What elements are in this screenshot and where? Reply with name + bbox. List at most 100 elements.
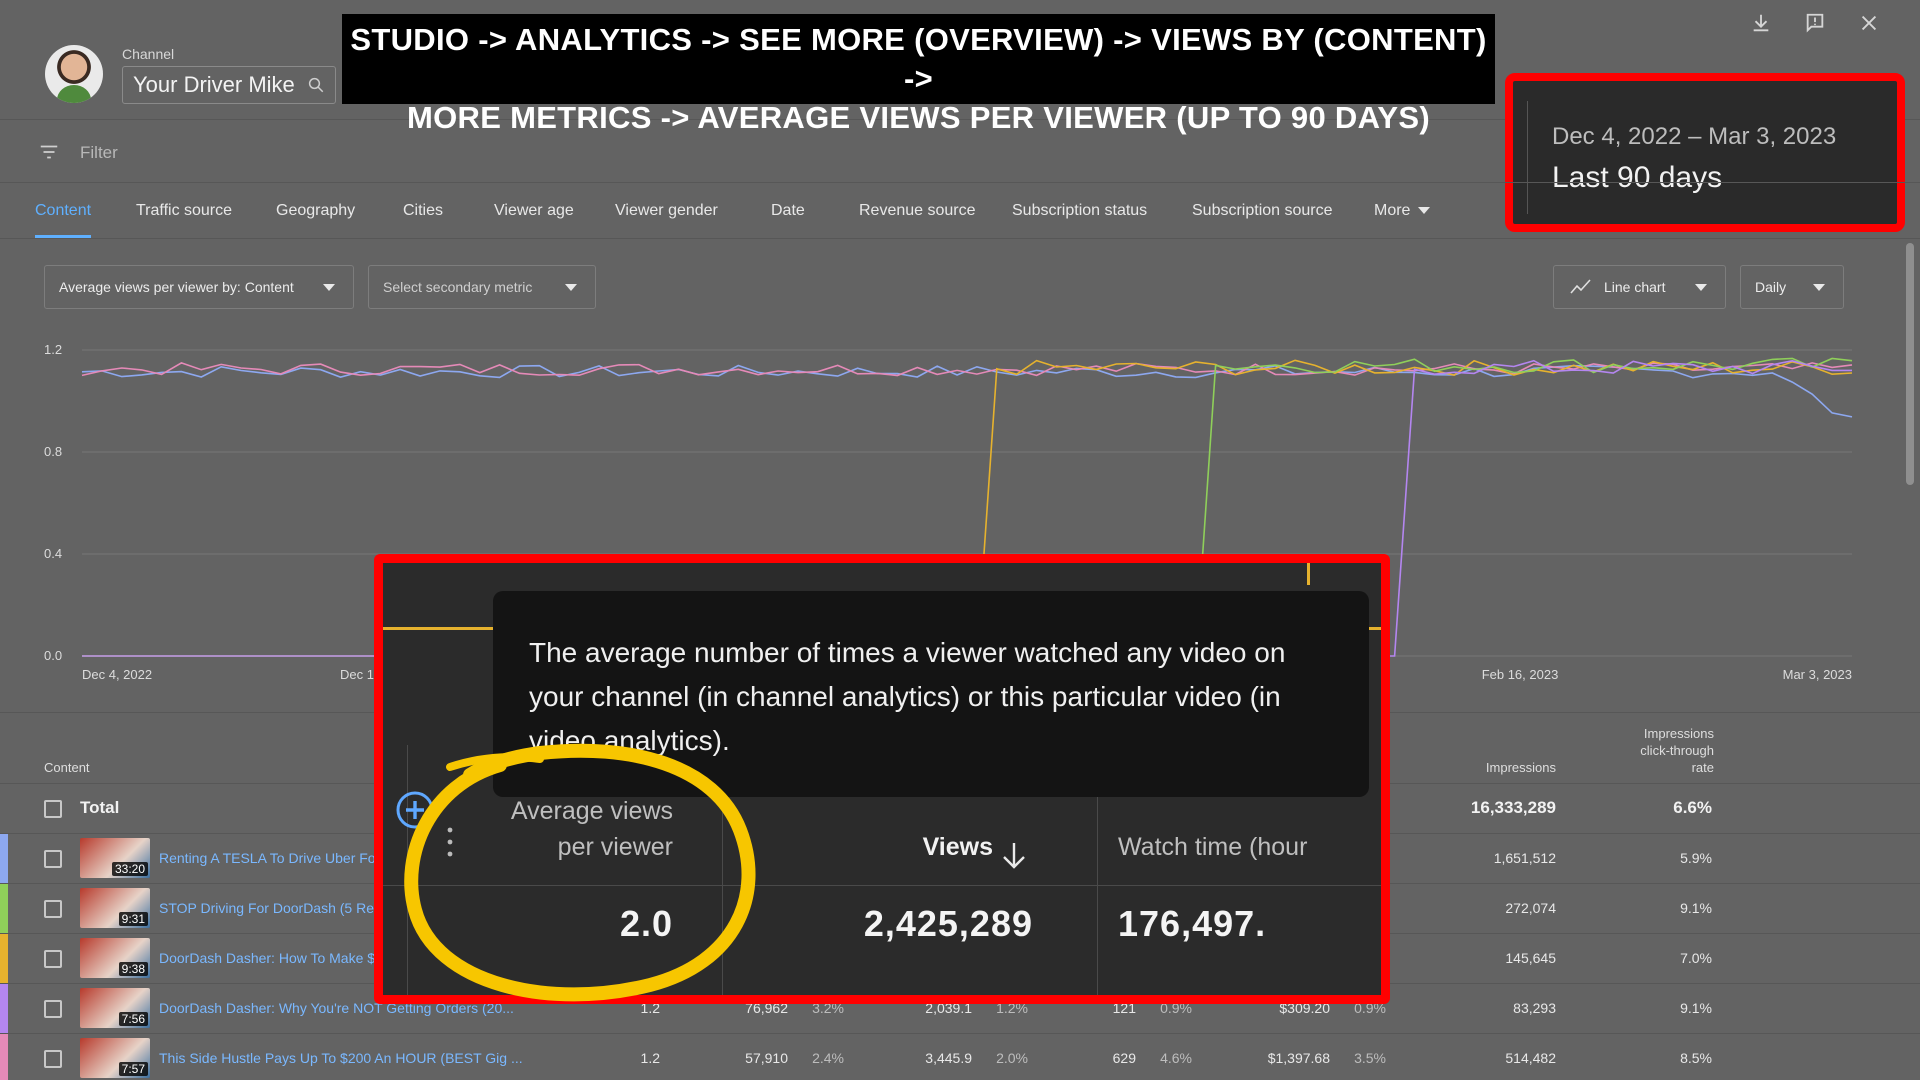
video-duration: 7:56 [118, 1012, 148, 1026]
sort-down-icon[interactable] [1001, 841, 1027, 871]
metric-tooltip: The average number of times a viewer wat… [493, 591, 1369, 797]
column-divider [407, 745, 408, 995]
filter-bar[interactable]: Filter [0, 121, 1920, 183]
video-thumbnail[interactable]: 33:20 [80, 838, 150, 878]
avg-views-cell: 1.2 [640, 1000, 660, 1016]
tab-traffic-source[interactable]: Traffic source [136, 202, 233, 219]
row-color-stripe [0, 884, 8, 933]
tab-viewer-gender[interactable]: Viewer gender [615, 202, 718, 219]
banner-line-1: STUDIO -> ANALYTICS -> SEE MORE (OVERVIE… [350, 22, 1487, 96]
watch-time-header[interactable]: Watch time (hour [1118, 833, 1308, 861]
video-thumbnail[interactable]: 9:38 [80, 938, 150, 978]
row-checkbox[interactable] [44, 1050, 62, 1068]
col-content[interactable]: Content [44, 760, 90, 775]
video-thumbnail[interactable]: 7:56 [80, 988, 150, 1028]
video-duration: 33:20 [111, 862, 148, 876]
impressions-cell: 514,482 [1505, 1050, 1556, 1066]
video-duration: 9:38 [118, 962, 148, 976]
add-metric-icon[interactable] [395, 790, 435, 830]
zoomed-metric-callout: The average number of times a viewer wat… [374, 554, 1390, 1004]
search-icon[interactable] [307, 76, 325, 94]
close-icon[interactable] [1858, 12, 1880, 34]
channel-name: Your Driver Mike [133, 72, 295, 97]
chevron-down-icon [565, 284, 577, 291]
date-range-label: Last 90 days [1552, 161, 1723, 194]
interval-dropdown[interactable]: Daily [1740, 265, 1844, 309]
x-tick-label: Mar 3, 2023 [1783, 667, 1852, 682]
table-row: 7:57 This Side Hustle Pays Up To $200 An … [0, 1033, 1920, 1080]
video-duration: 7:57 [118, 1062, 148, 1076]
date-range-text: Dec 4, 2022 – Mar 3, 2023 [1552, 123, 1837, 150]
channel-search-field[interactable]: Your Driver Mike [122, 66, 336, 104]
impressions-cell: 272,074 [1505, 900, 1556, 916]
secondary-metric-label: Select secondary metric [383, 279, 533, 295]
interval-label: Daily [1755, 279, 1787, 295]
subscribers-cell: 629 [1112, 1050, 1136, 1066]
filter-placeholder[interactable]: Filter [80, 143, 118, 162]
tab-date[interactable]: Date [771, 202, 805, 219]
chart-type-dropdown[interactable]: Line chart [1553, 265, 1726, 309]
views-cell: 57,910 [745, 1050, 788, 1066]
video-thumbnail[interactable]: 9:31 [80, 888, 150, 928]
chevron-down-icon [1813, 284, 1825, 291]
total-impressions: 16,333,289 [1470, 798, 1556, 817]
video-title-link[interactable]: This Side Hustle Pays Up To $200 An HOUR… [159, 1050, 523, 1066]
tab-more[interactable]: More [1374, 202, 1431, 220]
revenue-pct-cell: 3.5% [1354, 1050, 1386, 1066]
video-thumbnail[interactable]: 7:57 [80, 1038, 150, 1078]
views-value: 2,425,289 [863, 903, 1033, 944]
col-ctr[interactable]: Impressions click-through rate [1590, 725, 1714, 776]
avg-views-value: 2.0 [619, 903, 673, 944]
row-checkbox[interactable] [44, 900, 62, 918]
views-pct-cell: 3.2% [812, 1000, 844, 1016]
tab-revenue-source[interactable]: Revenue source [859, 202, 976, 219]
tab-cities[interactable]: Cities [403, 202, 444, 219]
filter-icon[interactable] [38, 141, 60, 163]
row-checkbox[interactable] [44, 1000, 62, 1018]
x-tick-label: Dec 1 [340, 667, 374, 682]
avg-views-header-line-2: per viewer [557, 833, 673, 861]
ctr-cell: 5.9% [1680, 850, 1712, 866]
window-actions [1750, 12, 1880, 34]
avg-views-cell: 1.2 [640, 1050, 660, 1066]
date-range-picker[interactable]: Dec 4, 2022 – Mar 3, 2023 Last 90 days [1505, 73, 1905, 232]
ctr-cell: 9.1% [1680, 900, 1712, 916]
watch-time-cell: 2,039.1 [925, 1000, 972, 1016]
col-impressions[interactable]: Impressions [1485, 760, 1556, 775]
avg-views-header[interactable]: Average views per viewer [443, 793, 673, 865]
revenue-cell: $1,397.68 [1267, 1050, 1330, 1066]
download-icon[interactable] [1750, 12, 1772, 34]
table-row: 7:56 DoorDash Dasher: Why You're NOT Gett… [0, 983, 1920, 1033]
chart-line-fragment [1369, 627, 1381, 630]
row-checkbox[interactable] [44, 950, 62, 968]
feedback-icon[interactable] [1804, 12, 1826, 34]
tab-subscription-source[interactable]: Subscription source [1192, 202, 1333, 219]
y-tick-label: 0.4 [44, 546, 62, 561]
select-all-checkbox[interactable] [44, 800, 62, 818]
views-header[interactable]: Views [922, 833, 993, 861]
ctr-cell: 9.1% [1680, 1000, 1712, 1016]
channel-avatar[interactable] [45, 45, 103, 103]
x-tick-label: Dec 4, 2022 [82, 667, 152, 682]
revenue-cell: $309.20 [1279, 1000, 1330, 1016]
column-divider [722, 797, 723, 995]
x-tick-label: Feb 16, 2023 [1482, 667, 1559, 682]
secondary-metric-dropdown[interactable]: Select secondary metric [368, 265, 596, 309]
revenue-pct-cell: 0.9% [1354, 1000, 1386, 1016]
banner-line-2: MORE METRICS -> AVERAGE VIEWS PER VIEWER… [406, 100, 1431, 135]
col-ctr-line-2: click-through [1640, 743, 1714, 758]
column-divider [1097, 797, 1098, 995]
chevron-down-icon [323, 284, 335, 291]
tab-subscription-status[interactable]: Subscription status [1012, 202, 1148, 219]
dimension-tabs: Content Traffic source Geography Cities … [0, 184, 1920, 239]
page-scrollbar[interactable] [1906, 243, 1914, 485]
primary-metric-dropdown[interactable]: Average views per viewer by: Content [44, 265, 354, 309]
tab-viewer-age[interactable]: Viewer age [494, 202, 574, 219]
y-tick-label: 0.8 [44, 444, 62, 459]
tab-geography[interactable]: Geography [276, 202, 356, 219]
row-checkbox[interactable] [44, 850, 62, 868]
line-chart-icon [1570, 279, 1591, 294]
channel-label: Channel [122, 46, 175, 62]
subscribers-pct-cell: 0.9% [1160, 1000, 1192, 1016]
tab-content[interactable]: Content [35, 202, 92, 238]
